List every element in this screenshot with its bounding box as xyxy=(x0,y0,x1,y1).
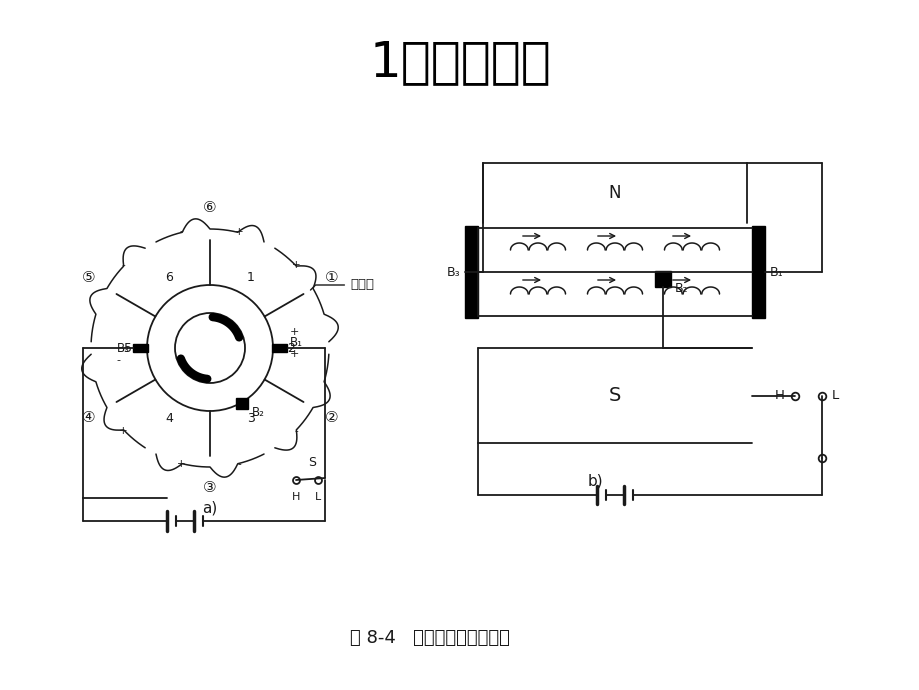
Text: +: + xyxy=(176,460,185,469)
Text: -: - xyxy=(237,460,241,469)
Text: 6: 6 xyxy=(165,271,173,284)
Text: S: S xyxy=(308,455,315,469)
Text: 4: 4 xyxy=(165,412,173,425)
Bar xyxy=(654,271,670,287)
Circle shape xyxy=(175,313,244,383)
Text: 5: 5 xyxy=(124,342,132,355)
Text: a): a) xyxy=(202,500,218,515)
Text: ③: ③ xyxy=(203,480,217,495)
Text: N: N xyxy=(608,184,620,202)
Text: +: + xyxy=(291,259,301,270)
Text: ④: ④ xyxy=(82,411,96,426)
Text: 反电势: 反电势 xyxy=(310,279,374,291)
Bar xyxy=(464,226,478,318)
Text: ⑥: ⑥ xyxy=(203,201,217,215)
Text: H: H xyxy=(291,492,300,502)
Text: -: - xyxy=(294,426,298,436)
Bar xyxy=(236,397,248,408)
Text: B₁: B₁ xyxy=(289,337,302,350)
Bar xyxy=(751,226,765,318)
Text: ⑤: ⑤ xyxy=(82,270,96,286)
Text: +: + xyxy=(289,327,299,337)
Text: H: H xyxy=(775,389,784,402)
Text: B₂: B₂ xyxy=(675,282,688,295)
Bar xyxy=(133,344,148,352)
Text: 3: 3 xyxy=(246,412,255,425)
Text: B₂: B₂ xyxy=(251,406,264,419)
Bar xyxy=(272,344,287,352)
Text: S: S xyxy=(608,386,620,405)
Text: -: - xyxy=(179,226,183,237)
Text: -: - xyxy=(121,259,125,270)
Text: +: + xyxy=(119,426,128,436)
Text: ②: ② xyxy=(324,411,337,426)
Text: L: L xyxy=(831,389,838,402)
Text: b): b) xyxy=(586,473,602,489)
Text: +: + xyxy=(234,226,244,237)
Text: +: + xyxy=(289,349,299,359)
Text: 图 8-4   永磁电动机变速原理: 图 8-4 永磁电动机变速原理 xyxy=(350,629,509,647)
Text: B₁: B₁ xyxy=(769,266,783,279)
Text: -: - xyxy=(116,355,119,365)
Text: B₃: B₃ xyxy=(117,342,130,355)
Text: L: L xyxy=(314,492,321,502)
Text: B₃: B₃ xyxy=(446,266,460,279)
Text: 1、变速原理: 1、变速原理 xyxy=(369,38,550,86)
Text: 2: 2 xyxy=(288,342,295,355)
Text: 1: 1 xyxy=(246,271,255,284)
Text: ①: ① xyxy=(324,270,337,286)
